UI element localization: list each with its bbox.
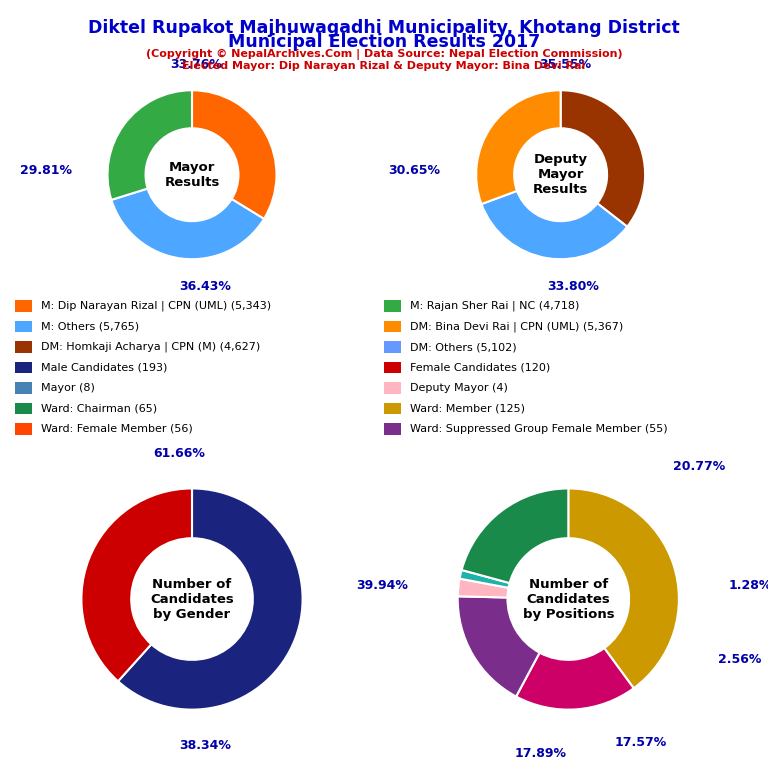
Bar xyxy=(384,382,401,394)
Wedge shape xyxy=(462,488,568,583)
Text: Number of
Candidates
by Positions: Number of Candidates by Positions xyxy=(522,578,614,621)
Bar xyxy=(15,341,31,353)
Text: M: Dip Narayan Rizal | CPN (UML) (5,343): M: Dip Narayan Rizal | CPN (UML) (5,343) xyxy=(41,301,271,311)
Text: Diktel Rupakot Majhuwagadhi Municipality, Khotang District: Diktel Rupakot Majhuwagadhi Municipality… xyxy=(88,19,680,37)
Bar xyxy=(384,423,401,435)
Text: M: Others (5,765): M: Others (5,765) xyxy=(41,322,139,332)
Text: 17.89%: 17.89% xyxy=(515,747,567,760)
Text: Elected Mayor: Dip Narayan Rizal & Deputy Mayor: Bina Devi Rai: Elected Mayor: Dip Narayan Rizal & Deput… xyxy=(182,61,586,71)
Text: Municipal Election Results 2017: Municipal Election Results 2017 xyxy=(228,33,540,51)
Wedge shape xyxy=(458,596,540,697)
Bar xyxy=(384,300,401,312)
Text: Mayor
Results: Mayor Results xyxy=(164,161,220,189)
Bar xyxy=(384,362,401,373)
Wedge shape xyxy=(516,648,634,710)
Wedge shape xyxy=(482,191,627,259)
Text: M: Rajan Sher Rai | NC (4,718): M: Rajan Sher Rai | NC (4,718) xyxy=(409,301,579,311)
Wedge shape xyxy=(568,488,679,688)
Text: 61.66%: 61.66% xyxy=(153,446,204,459)
Text: 1.28%: 1.28% xyxy=(729,579,768,592)
Bar xyxy=(15,362,31,373)
Wedge shape xyxy=(108,91,192,200)
Text: Ward: Female Member (56): Ward: Female Member (56) xyxy=(41,424,193,434)
Bar xyxy=(15,423,31,435)
Text: 39.94%: 39.94% xyxy=(356,579,408,592)
Text: 17.57%: 17.57% xyxy=(614,737,667,750)
Bar xyxy=(384,341,401,353)
Wedge shape xyxy=(192,91,276,219)
Text: Male Candidates (193): Male Candidates (193) xyxy=(41,362,167,372)
Text: 36.43%: 36.43% xyxy=(179,280,230,293)
Text: 33.80%: 33.80% xyxy=(548,280,599,293)
Text: 29.81%: 29.81% xyxy=(20,164,72,177)
Wedge shape xyxy=(81,488,192,681)
Wedge shape xyxy=(118,488,303,710)
Text: DM: Homkaji Acharya | CPN (M) (4,627): DM: Homkaji Acharya | CPN (M) (4,627) xyxy=(41,342,260,353)
Text: (Copyright © NepalArchives.Com | Data Source: Nepal Election Commission): (Copyright © NepalArchives.Com | Data So… xyxy=(146,49,622,60)
Wedge shape xyxy=(458,578,508,598)
Text: Ward: Suppressed Group Female Member (55): Ward: Suppressed Group Female Member (55… xyxy=(409,424,667,434)
Wedge shape xyxy=(459,570,510,588)
Text: Deputy Mayor (4): Deputy Mayor (4) xyxy=(409,383,508,393)
Text: Deputy
Mayor
Results: Deputy Mayor Results xyxy=(533,154,588,196)
Text: 38.34%: 38.34% xyxy=(180,739,231,752)
Text: Ward: Chairman (65): Ward: Chairman (65) xyxy=(41,403,157,413)
Bar xyxy=(15,321,31,333)
Text: DM: Others (5,102): DM: Others (5,102) xyxy=(409,342,516,352)
Bar xyxy=(384,321,401,333)
Text: Ward: Member (125): Ward: Member (125) xyxy=(409,403,525,413)
Text: 33.76%: 33.76% xyxy=(170,58,222,71)
Bar xyxy=(15,300,31,312)
Text: Female Candidates (120): Female Candidates (120) xyxy=(409,362,550,372)
Text: 2.56%: 2.56% xyxy=(717,654,761,667)
Text: 30.65%: 30.65% xyxy=(389,164,441,177)
Text: Number of
Candidates
by Gender: Number of Candidates by Gender xyxy=(150,578,234,621)
Wedge shape xyxy=(476,91,561,204)
Text: Mayor (8): Mayor (8) xyxy=(41,383,94,393)
Text: DM: Bina Devi Rai | CPN (UML) (5,367): DM: Bina Devi Rai | CPN (UML) (5,367) xyxy=(409,321,623,332)
Text: 20.77%: 20.77% xyxy=(674,460,726,473)
Bar xyxy=(15,382,31,394)
Wedge shape xyxy=(111,189,264,259)
Text: 35.55%: 35.55% xyxy=(539,58,591,71)
Wedge shape xyxy=(561,91,645,227)
Bar xyxy=(15,402,31,414)
Bar xyxy=(384,402,401,414)
